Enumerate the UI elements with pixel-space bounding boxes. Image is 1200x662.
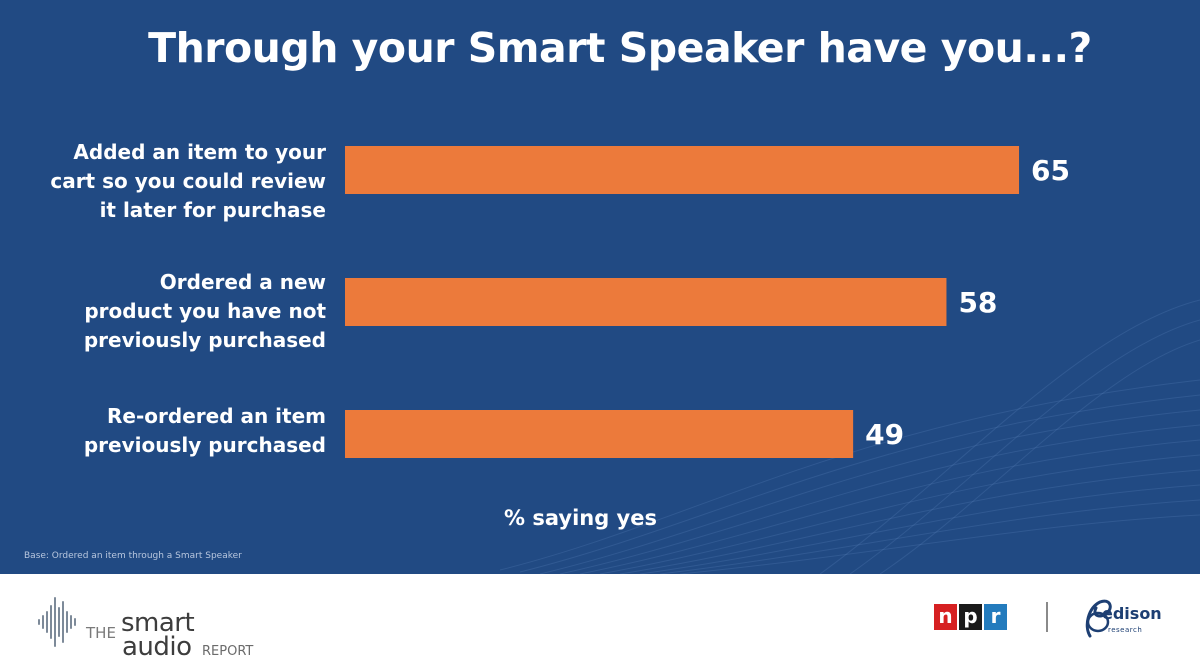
brand-the: THE (86, 624, 116, 642)
data-label: 65 (1031, 154, 1070, 187)
edison-research-logo: edison research (1084, 596, 1174, 646)
npr-letter-p: p (959, 604, 982, 630)
brand-smart: smart (121, 608, 195, 638)
bar (345, 146, 1020, 194)
category-label: Re-ordered an item previously purchased (83, 404, 326, 457)
category-label: Added an item to your cart so you could … (50, 140, 326, 222)
data-label: 49 (865, 418, 904, 451)
waveform-icon (38, 597, 76, 647)
brand-audio: audio (122, 632, 192, 662)
npr-logo: n p r (934, 604, 1009, 630)
category-label: Ordered a new product you have not previ… (83, 270, 326, 352)
footer: THE smart audio REPORT n p r edison rese… (0, 574, 1200, 662)
bar (345, 410, 854, 458)
chart-panel: Through your Smart Speaker have you...? … (0, 0, 1200, 574)
edison-sub: research (1108, 626, 1143, 634)
base-note: Base: Ordered an item through a Smart Sp… (24, 551, 242, 561)
edison-name: edison (1102, 604, 1162, 623)
logo-divider (1046, 602, 1048, 632)
edison-swirl-icon (1085, 599, 1112, 638)
chart-title: Through your Smart Speaker have you...? (148, 24, 1092, 72)
background-waves (499, 299, 1200, 574)
npr-letter-r: r (984, 604, 1007, 630)
bar-chart: 65 58 49 (345, 146, 1070, 458)
smart-audio-report-logo: THE smart audio REPORT (36, 592, 296, 662)
x-axis-label: % saying yes (504, 506, 657, 530)
data-label: 58 (958, 286, 997, 319)
brand-report: REPORT (202, 644, 254, 659)
npr-letter-n: n (934, 604, 957, 630)
bar (345, 278, 947, 326)
